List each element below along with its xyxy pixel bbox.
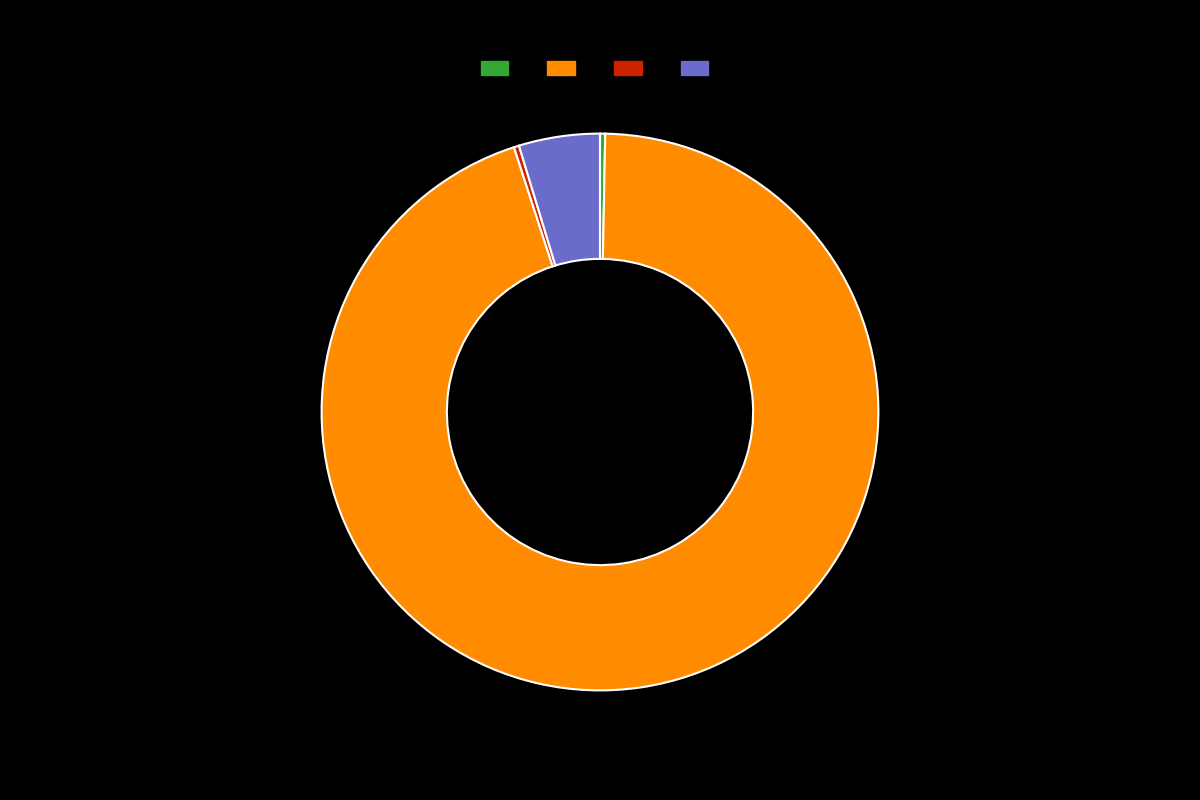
Legend: , , , : , , , [476,57,724,80]
Wedge shape [518,134,600,266]
Wedge shape [600,134,605,259]
Wedge shape [322,134,878,690]
Wedge shape [514,146,556,266]
